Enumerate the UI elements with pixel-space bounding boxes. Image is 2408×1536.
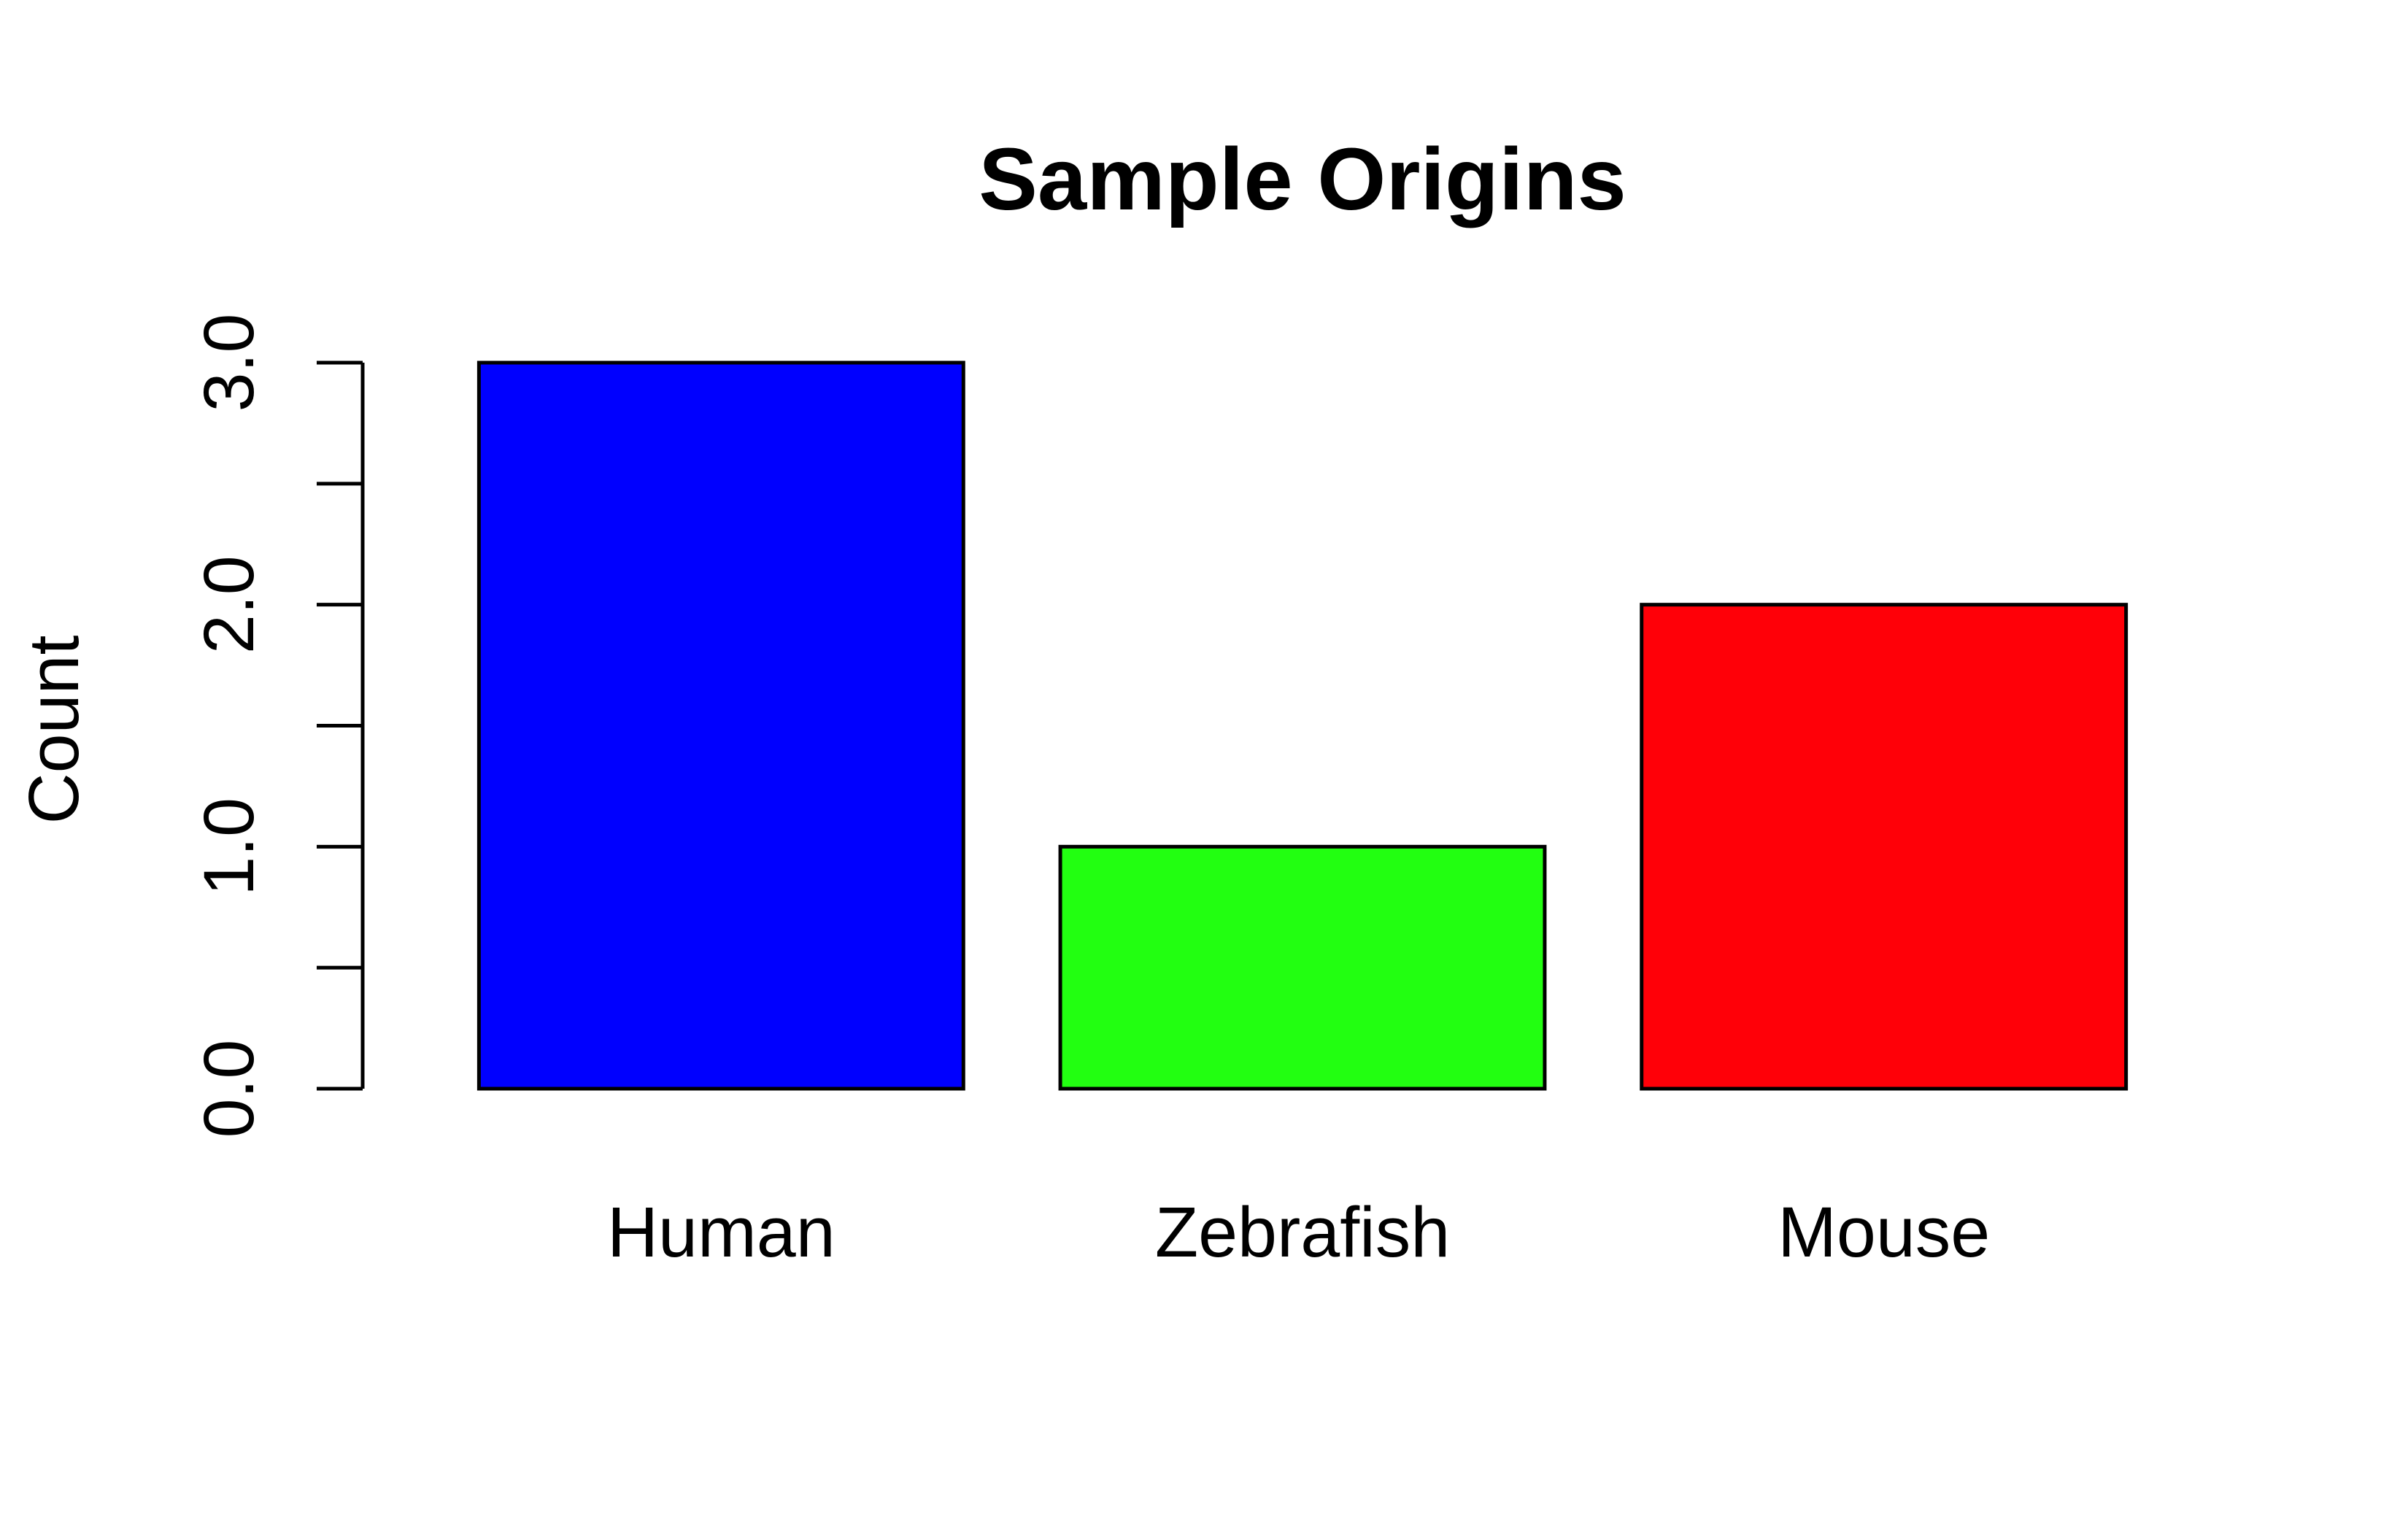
x-tick-label: Mouse (1778, 1192, 1990, 1272)
y-tick-label: 1.0 (189, 798, 269, 896)
y-axis: 0.0 1.0 2.0 3.0 (189, 314, 365, 1138)
chart-title: Sample Origins (979, 129, 1626, 228)
y-tick-label: 0.0 (189, 1040, 269, 1138)
bars (476, 360, 2129, 1091)
bar-human (476, 360, 965, 1091)
y-axis-label: Count (14, 636, 93, 825)
y-tick-label: 2.0 (189, 555, 269, 654)
x-category-labels: Human Zebrafish Mouse (607, 1192, 1990, 1272)
x-tick-label: Human (607, 1192, 836, 1272)
x-tick-label: Zebrafish (1155, 1192, 1450, 1272)
bar-mouse (1640, 603, 2129, 1091)
y-tick-label: 3.0 (189, 314, 269, 412)
bar-zebrafish (1058, 844, 1547, 1091)
